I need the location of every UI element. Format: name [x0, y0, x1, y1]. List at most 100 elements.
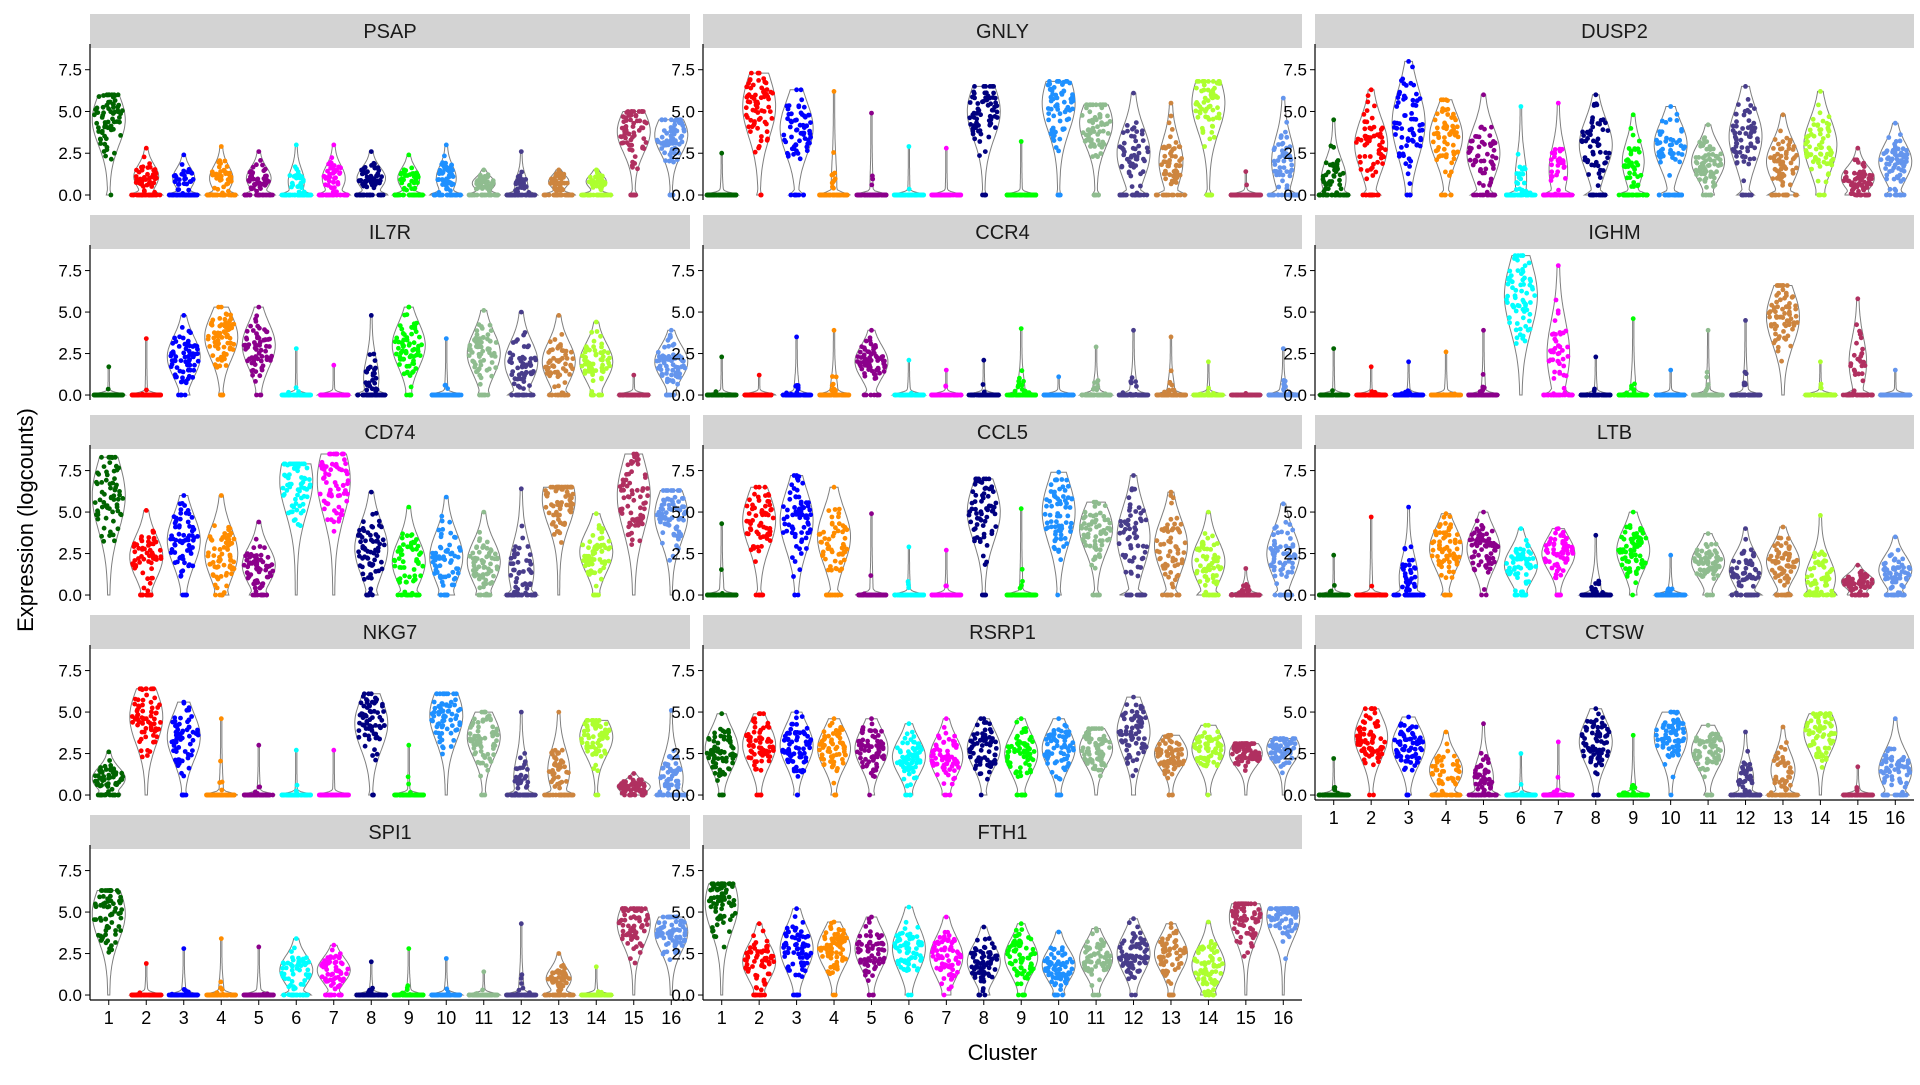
point: [413, 366, 418, 371]
point: [373, 393, 378, 398]
point: [1776, 142, 1781, 147]
point: [1080, 113, 1085, 118]
point: [1342, 193, 1347, 198]
point: [441, 170, 446, 175]
point: [993, 125, 998, 130]
point: [477, 336, 482, 341]
point: [1701, 155, 1706, 160]
point: [783, 140, 788, 145]
point: [1530, 193, 1535, 198]
point: [1518, 172, 1523, 177]
point: [864, 193, 869, 198]
point: [363, 165, 368, 170]
point: [1736, 102, 1741, 107]
point: [433, 193, 438, 198]
point: [1468, 158, 1473, 163]
point: [746, 124, 751, 129]
point: [479, 324, 484, 329]
point: [982, 91, 987, 96]
point: [140, 179, 145, 184]
point: [1362, 112, 1367, 117]
point: [625, 131, 630, 136]
point: [1365, 108, 1370, 113]
point: [404, 351, 409, 356]
point: [1901, 146, 1906, 151]
points-gnly-cluster-7: [929, 146, 963, 198]
point: [1025, 193, 1030, 198]
point: [582, 358, 587, 363]
points-il7r-cluster-9: [393, 305, 424, 398]
point: [1436, 145, 1441, 150]
point-max: [907, 144, 912, 149]
point: [1667, 173, 1672, 178]
point: [560, 180, 565, 185]
point: [763, 120, 768, 125]
point: [1751, 121, 1756, 126]
point: [399, 171, 404, 176]
point: [1105, 114, 1110, 119]
point: [1585, 136, 1590, 141]
point-max: [1131, 91, 1136, 96]
point: [208, 193, 213, 198]
point: [1708, 144, 1713, 149]
point: [1893, 188, 1898, 193]
point: [752, 122, 757, 127]
point: [1431, 140, 1436, 145]
point: [1829, 158, 1834, 163]
point: [196, 359, 201, 364]
point: [1194, 86, 1199, 91]
point: [668, 333, 673, 338]
point: [766, 105, 771, 110]
point: [1804, 140, 1809, 145]
point: [1747, 118, 1752, 123]
point: [1081, 130, 1086, 135]
point: [1069, 97, 1074, 102]
point: [1131, 146, 1136, 151]
point-max: [869, 111, 874, 116]
point: [364, 388, 369, 393]
point: [601, 354, 606, 359]
point: [1734, 154, 1739, 159]
point: [409, 332, 414, 337]
point: [766, 97, 771, 102]
point: [1520, 167, 1525, 172]
point: [372, 178, 377, 183]
point: [116, 103, 121, 108]
point: [469, 193, 474, 198]
point: [761, 89, 766, 94]
point: [1203, 109, 1208, 114]
point: [131, 193, 136, 198]
point: [1371, 162, 1376, 167]
point: [515, 337, 520, 342]
point: [1415, 98, 1420, 103]
point: [253, 379, 258, 384]
point: [105, 393, 110, 398]
point: [1590, 115, 1595, 120]
point: [1553, 147, 1558, 152]
point: [1394, 126, 1399, 131]
point: [109, 157, 114, 162]
point: [493, 365, 498, 370]
point: [937, 193, 942, 198]
point: [1138, 171, 1143, 176]
point: [1170, 193, 1175, 198]
point: [92, 393, 97, 398]
point-max: [1668, 104, 1673, 109]
point: [1057, 137, 1062, 142]
point: [1400, 77, 1405, 82]
point: [376, 193, 381, 198]
point: [1417, 128, 1422, 133]
point: [1101, 129, 1106, 134]
point: [620, 393, 625, 398]
point: [1730, 147, 1735, 152]
point: [1504, 193, 1509, 198]
point: [1787, 146, 1792, 151]
point-max: [1169, 101, 1174, 106]
point: [1365, 168, 1370, 173]
point: [507, 359, 512, 364]
point: [1232, 193, 1237, 198]
point: [470, 350, 475, 355]
point: [589, 330, 594, 335]
point: [1777, 173, 1782, 178]
point: [571, 356, 576, 361]
